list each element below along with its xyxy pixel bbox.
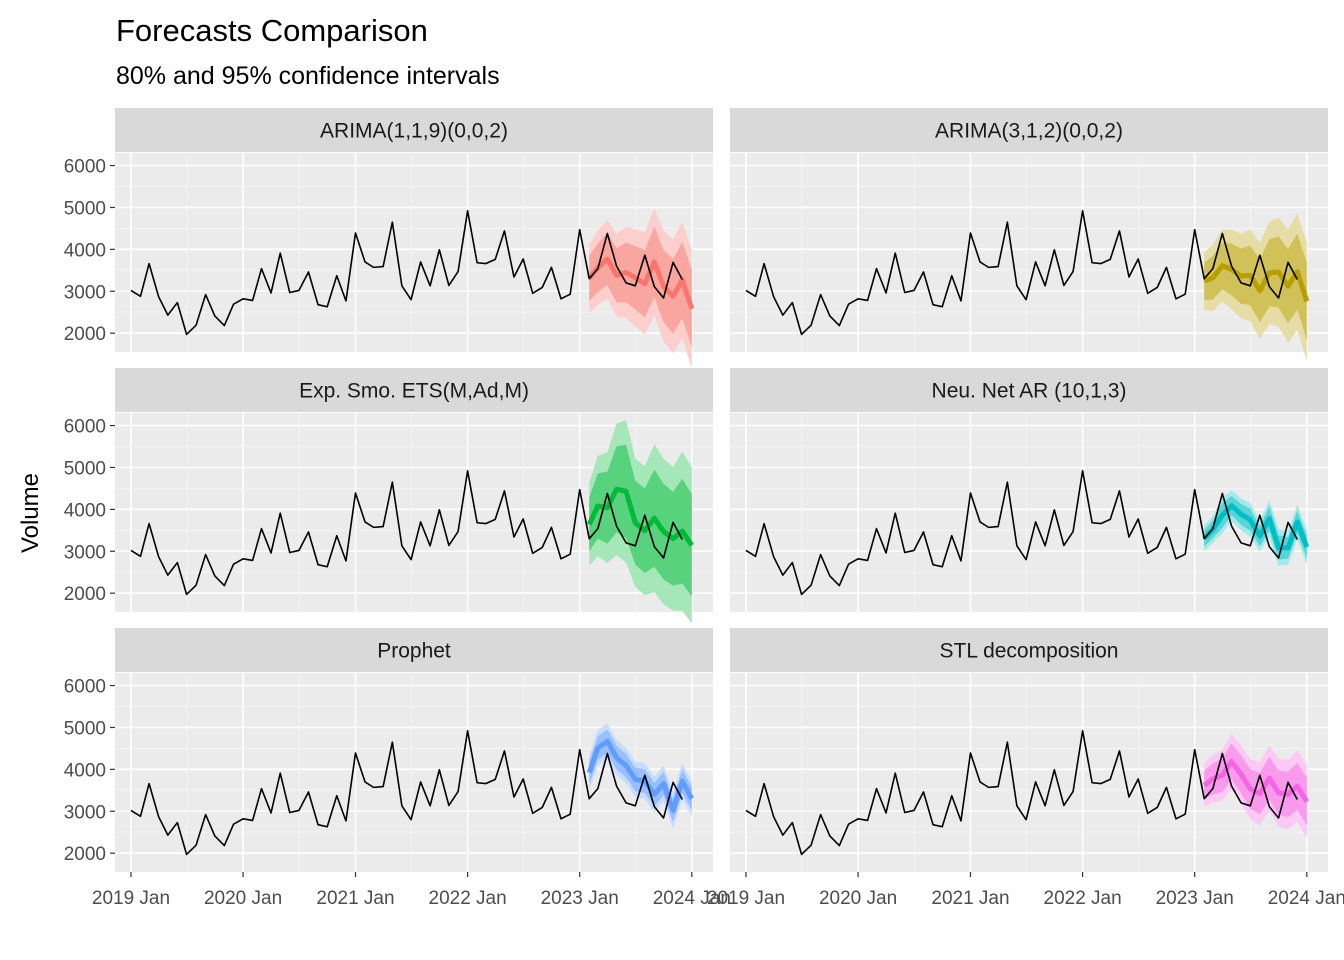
- x-tick-label: 2019 Jan: [707, 888, 785, 909]
- facet-panel: ARIMA(3,1,2)(0,0,2): [730, 108, 1328, 361]
- facet-strip-label: ARIMA(3,1,2)(0,0,2): [935, 120, 1123, 143]
- x-tick-label: 2020 Jan: [819, 888, 897, 909]
- y-tick-label: 6000: [64, 157, 106, 178]
- y-tick-label: 6000: [64, 677, 106, 698]
- y-tick-label: 3000: [64, 282, 106, 303]
- facet-panel: STL decomposition 2019 Jan 2020 Jan 2021 Ja…: [707, 628, 1344, 909]
- y-tick-label: 4000: [64, 240, 106, 261]
- history-line: [745, 210, 1298, 336]
- facet-strip: [115, 628, 713, 672]
- facet-panel: Exp. Smo. ETS(M,Ad,M) 2000 3000 4000 5000 600…: [64, 368, 713, 624]
- history-line: [130, 470, 683, 596]
- y-tick-label: 5000: [64, 198, 106, 219]
- history-line: [745, 730, 1298, 856]
- facet-strip-label: STL decomposition: [940, 640, 1119, 663]
- facet-strip-label: ARIMA(1,1,9)(0,0,2): [320, 120, 508, 143]
- facet-strip: [115, 368, 713, 412]
- history-line: [130, 730, 683, 856]
- x-tick-label: 2024 Jan: [1268, 888, 1344, 909]
- confidence-band-80: [589, 444, 692, 597]
- x-tick-label: 2024 Jan: [653, 888, 731, 909]
- facet-strip-label: Prophet: [377, 640, 451, 663]
- y-tick-label: 5000: [64, 458, 106, 479]
- x-tick-label: 2023 Jan: [1156, 888, 1234, 909]
- facet-strip: [730, 368, 1328, 412]
- y-tick-label: 4000: [64, 760, 106, 781]
- forecast-mean-line: [586, 738, 695, 813]
- y-tick-label: 4000: [64, 500, 106, 521]
- y-tick-label: 3000: [64, 542, 106, 563]
- forecast-mean-line: [1203, 263, 1310, 303]
- forecast-mean-line: [587, 256, 695, 310]
- y-tick-label: 2000: [64, 584, 106, 605]
- history-line: [745, 470, 1298, 596]
- y-tick-label: 2000: [64, 324, 106, 345]
- facet-strip: [730, 108, 1328, 152]
- history-line: [130, 210, 683, 336]
- x-tick-label: 2021 Jan: [931, 888, 1009, 909]
- y-tick-label: 6000: [64, 417, 106, 438]
- x-tick-label: 2022 Jan: [429, 888, 507, 909]
- x-tick-label: 2023 Jan: [541, 888, 619, 909]
- y-tick-label: 2000: [64, 844, 106, 865]
- y-axis-label: Volume: [17, 473, 44, 553]
- chart-title: Forecasts Comparison: [116, 13, 428, 48]
- y-tick-label: 3000: [64, 802, 106, 823]
- forecast-mean-line: [586, 486, 694, 547]
- facet-panel: Prophet 2000 3000 4000 5000 6000 2019 Jan 2020 …: [64, 628, 731, 909]
- facet-strip-label: Exp. Smo. ETS(M,Ad,M): [299, 380, 529, 403]
- facet-panels: ARIMA(1,1,9)(0,0,2)20003000400050006000A…: [64, 108, 1344, 909]
- facet-panel: ARIMA(1,1,9)(0,0,2) 2000 3000 4000 5000 6000: [64, 108, 713, 369]
- facet-panel: Neu. Net AR (10,1,3): [730, 368, 1328, 612]
- x-tick-label: 2022 Jan: [1044, 888, 1122, 909]
- confidence-band-80: [589, 226, 692, 348]
- y-tick-label: 5000: [64, 718, 106, 739]
- x-tick-label: 2021 Jan: [316, 888, 394, 909]
- x-tick-label: 2019 Jan: [92, 888, 170, 909]
- chart-subtitle: 80% and 95% confidence intervals: [116, 62, 500, 90]
- facet-strip: [115, 108, 713, 152]
- facet-strip: [730, 628, 1328, 672]
- x-tick-label: 2020 Jan: [204, 888, 282, 909]
- facet-strip-label: Neu. Net AR (10,1,3): [932, 380, 1127, 403]
